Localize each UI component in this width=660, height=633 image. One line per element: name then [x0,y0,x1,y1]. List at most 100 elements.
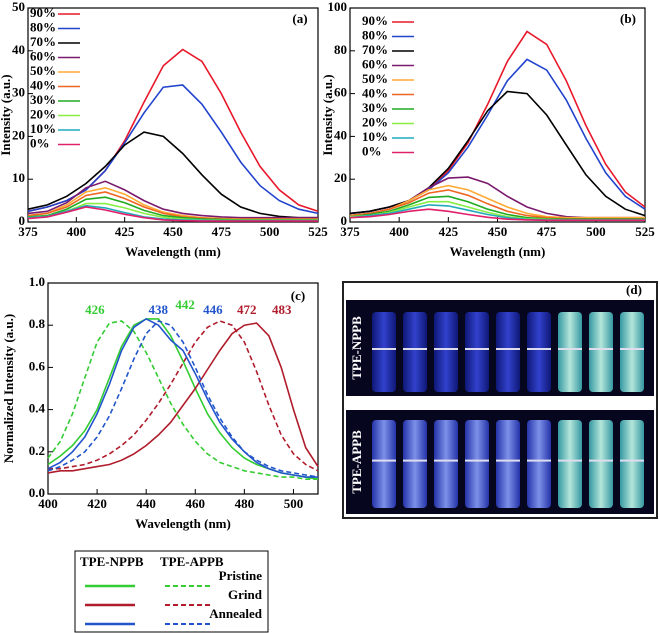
legend-label: 90% [30,5,56,20]
x-tick-label: 480 [235,496,255,511]
peak-label: 442 [175,297,195,312]
vial [527,420,551,508]
data-line [47,320,319,478]
data-line [47,320,318,480]
data-line [27,180,318,219]
legend-label: 0% [30,135,50,150]
legend-label: 80% [362,27,388,42]
vial [620,312,644,392]
x-tick-label: 400 [389,224,409,239]
x-tick-label: 420 [87,496,107,511]
vial-cap-band [527,459,551,462]
legend-label: 50% [362,71,388,86]
legend-label: 10% [362,129,388,144]
vial [465,312,489,392]
vial [403,420,427,508]
y-axis-title: Normalized Intensity (a.u.) [1,314,16,464]
x-tick-label: 425 [439,224,459,239]
data-line [349,90,646,217]
vial [434,420,458,508]
vial-cap-band [434,459,458,462]
legend-label: 60% [362,56,388,71]
vial [465,420,489,508]
y-tick-label: 60 [334,85,347,100]
vial-cap-band [558,348,582,350]
legend-label: 20% [30,106,56,121]
data-line [349,208,645,222]
y-tick-label: 0 [19,213,26,228]
y-axis-title: Intensity (a.u.) [0,74,13,155]
vial-cap-band [527,348,551,350]
data-line [47,322,319,474]
legend-label: 20% [362,114,388,129]
vial [372,312,396,392]
legend-label: 70% [30,34,56,49]
x-tick-label: 475 [212,224,232,239]
vial [589,312,613,392]
vial-cap-band [589,348,613,350]
vial [372,420,396,508]
x-tick-label: 375 [340,224,360,239]
vial [527,312,551,392]
legend-label: Pristine [219,568,263,583]
x-tick-label: 475 [537,224,557,239]
panel-label: (c) [291,288,305,303]
x-tick-label: 500 [586,224,606,239]
x-tick-label: 375 [18,224,38,239]
x-tick-label: 525 [308,224,328,239]
legend-label: 90% [362,13,388,28]
legend-label: 30% [362,100,388,115]
y-tick-label: 100 [328,0,348,14]
x-tick-label: 450 [488,224,508,239]
panel-label: (a) [292,11,307,26]
x-tick-label: 425 [115,224,135,239]
legend-label: 30% [30,92,56,107]
y-tick-label: 0.2 [29,443,45,458]
vial-cap-band [558,459,582,462]
vial-cap-band [465,348,489,350]
peak-label: 483 [272,302,292,317]
vial-cap-band [496,459,520,462]
legend-label: 80% [30,19,56,34]
row-label: TPE-APPB [349,430,364,494]
y-tick-label: 80 [334,42,347,57]
legend-label: 60% [30,48,56,63]
data-line [27,206,318,222]
legend-header: TPE-APPB [160,554,224,569]
plot-frame [47,282,319,495]
legend-header: TPE-NPPB [80,554,144,569]
x-tick-label: 525 [635,224,655,239]
y-tick-label: 0.8 [29,316,46,331]
vial [434,312,458,392]
x-axis-title: Wavelength (nm) [135,516,231,531]
x-axis-title: Wavelength (nm) [450,244,546,259]
y-tick-label: 10 [12,170,25,185]
x-tick-label: 450 [163,224,183,239]
peak-label: 472 [237,302,257,317]
legend-frame [74,550,269,633]
x-tick-label: 400 [67,224,87,239]
data-line [27,84,319,215]
row-label: TPE-NPPB [349,316,364,380]
legend-label: 40% [30,77,56,92]
vial-cap-band [372,348,396,350]
y-tick-label: 30 [12,85,25,100]
y-tick-label: 40 [334,127,347,142]
vial [558,420,582,508]
vial-cap-band [403,459,427,462]
x-tick-label: 460 [186,496,206,511]
y-tick-label: 50 [12,0,25,14]
data-line [47,317,318,478]
legend-label: Annealed [209,606,263,621]
y-tick-label: 20 [334,170,347,185]
x-tick-label: 400 [38,496,58,511]
y-tick-label: 0 [341,213,348,228]
data-line [349,184,645,219]
x-tick-label: 500 [260,224,280,239]
vial [589,420,613,508]
panel-label: (b) [620,11,636,26]
vial [403,312,427,392]
vial-cap-band [372,459,396,462]
peak-label: 426 [85,302,105,317]
